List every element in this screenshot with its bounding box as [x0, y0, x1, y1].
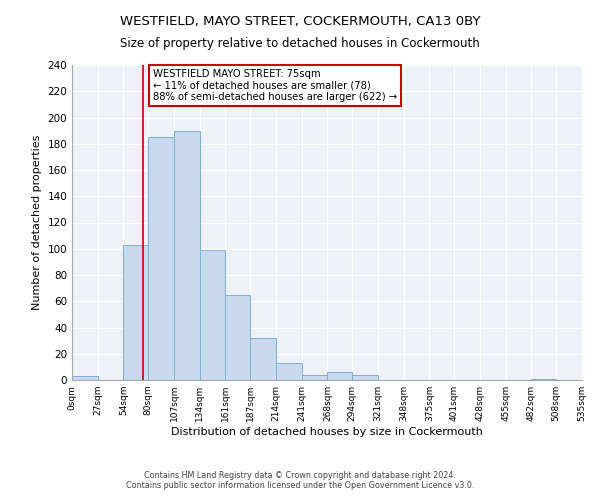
- Text: Size of property relative to detached houses in Cockermouth: Size of property relative to detached ho…: [120, 38, 480, 51]
- Bar: [250, 338, 276, 380]
- Bar: [200, 250, 226, 380]
- Bar: [532, 378, 556, 380]
- Bar: [174, 130, 200, 380]
- Bar: [226, 294, 250, 380]
- Y-axis label: Number of detached properties: Number of detached properties: [32, 135, 42, 310]
- Bar: [148, 137, 174, 380]
- Text: WESTFIELD MAYO STREET: 75sqm
← 11% of detached houses are smaller (78)
88% of se: WESTFIELD MAYO STREET: 75sqm ← 11% of de…: [153, 69, 397, 102]
- Bar: [352, 375, 378, 380]
- Bar: [124, 245, 148, 380]
- Bar: [72, 376, 98, 380]
- Bar: [302, 375, 328, 380]
- Text: Contains HM Land Registry data © Crown copyright and database right 2024.
Contai: Contains HM Land Registry data © Crown c…: [126, 470, 474, 490]
- Bar: [328, 372, 352, 380]
- X-axis label: Distribution of detached houses by size in Cockermouth: Distribution of detached houses by size …: [171, 427, 483, 437]
- Bar: [276, 363, 302, 380]
- Text: WESTFIELD, MAYO STREET, COCKERMOUTH, CA13 0BY: WESTFIELD, MAYO STREET, COCKERMOUTH, CA1…: [120, 15, 480, 28]
